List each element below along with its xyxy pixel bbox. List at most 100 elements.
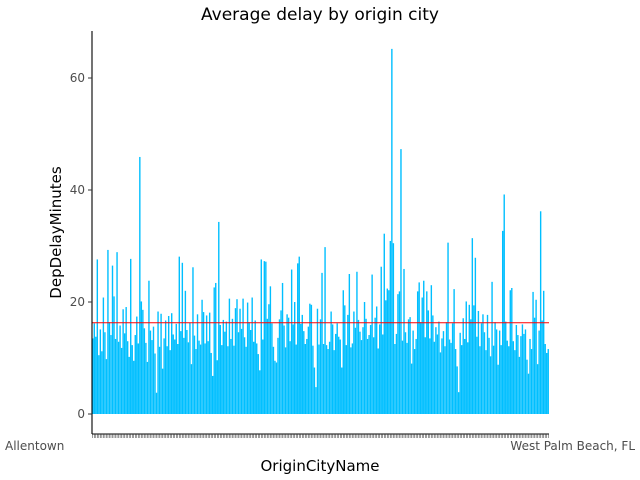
bar (418, 282, 420, 414)
bar (180, 331, 182, 414)
bar (195, 349, 197, 414)
bar (453, 289, 455, 414)
bar (532, 291, 534, 414)
bar (313, 367, 316, 414)
bar (395, 333, 398, 414)
bar (181, 262, 184, 414)
bar (116, 252, 118, 414)
bar (148, 280, 150, 414)
y-axis-label: DepDelayMinutes (47, 166, 65, 299)
bar (290, 269, 293, 414)
bar (321, 272, 323, 414)
bar (164, 320, 167, 414)
bar (215, 282, 217, 414)
y-ticks-group: 0 20 40 60 (70, 71, 92, 421)
bar (327, 349, 329, 414)
bar (371, 274, 373, 414)
bar (278, 319, 281, 414)
bar (236, 299, 238, 414)
bar (219, 324, 221, 414)
bar (520, 336, 522, 414)
bar (131, 345, 133, 414)
bar (280, 310, 282, 414)
bar (388, 290, 390, 414)
bar (163, 338, 165, 414)
bar (489, 356, 492, 414)
bar (336, 323, 338, 414)
bar (249, 330, 252, 414)
bar (345, 345, 348, 414)
bar (104, 332, 106, 414)
bar (228, 298, 231, 414)
bar (410, 363, 413, 414)
bar (541, 320, 543, 414)
bar (392, 243, 395, 414)
bar (107, 249, 109, 414)
bar (506, 340, 508, 414)
bar (536, 364, 539, 414)
bar (139, 156, 141, 414)
bar (152, 326, 155, 414)
bar (281, 282, 284, 414)
bar (427, 310, 429, 414)
bar (356, 271, 358, 414)
bar (448, 339, 451, 414)
bar (426, 291, 428, 414)
bar (160, 313, 162, 414)
bar (289, 341, 291, 414)
bar (375, 306, 378, 414)
bar (389, 240, 392, 414)
bar (202, 312, 205, 414)
bar (293, 302, 296, 414)
bar (368, 335, 370, 414)
bar (265, 261, 267, 414)
bar (348, 274, 351, 414)
bar (158, 346, 161, 414)
bar (192, 267, 194, 414)
bar (239, 308, 241, 414)
bar (505, 321, 507, 414)
bar (175, 323, 177, 414)
bar (479, 346, 481, 414)
bar (451, 323, 454, 414)
bar (486, 314, 489, 414)
bar (210, 352, 212, 414)
bar (286, 314, 288, 414)
bar (500, 345, 502, 414)
bar (167, 316, 170, 414)
bars-group (92, 48, 549, 414)
bar (221, 345, 223, 414)
bar (187, 342, 190, 414)
bar (172, 334, 174, 414)
bar (113, 296, 115, 414)
bar (404, 332, 407, 414)
bar (377, 348, 379, 414)
bar (447, 242, 449, 414)
bar (242, 298, 244, 414)
bar (105, 359, 108, 414)
bar (420, 322, 422, 414)
bar (365, 318, 367, 414)
bar (268, 304, 270, 414)
bar (454, 349, 457, 414)
bar (430, 285, 433, 414)
bar (269, 286, 272, 414)
bar (423, 280, 425, 414)
bar (521, 324, 524, 414)
bar (275, 362, 278, 414)
bar (171, 313, 173, 414)
bar (266, 318, 269, 414)
y-tick-label: 40 (70, 183, 85, 197)
bar (212, 375, 214, 414)
bar (196, 314, 199, 414)
bar (436, 334, 439, 414)
bar (234, 308, 237, 414)
bar (403, 268, 405, 414)
bar (527, 373, 530, 414)
bar (360, 340, 363, 414)
bar (483, 332, 486, 414)
bar (306, 338, 308, 414)
bar (243, 337, 246, 414)
bar (310, 304, 313, 414)
